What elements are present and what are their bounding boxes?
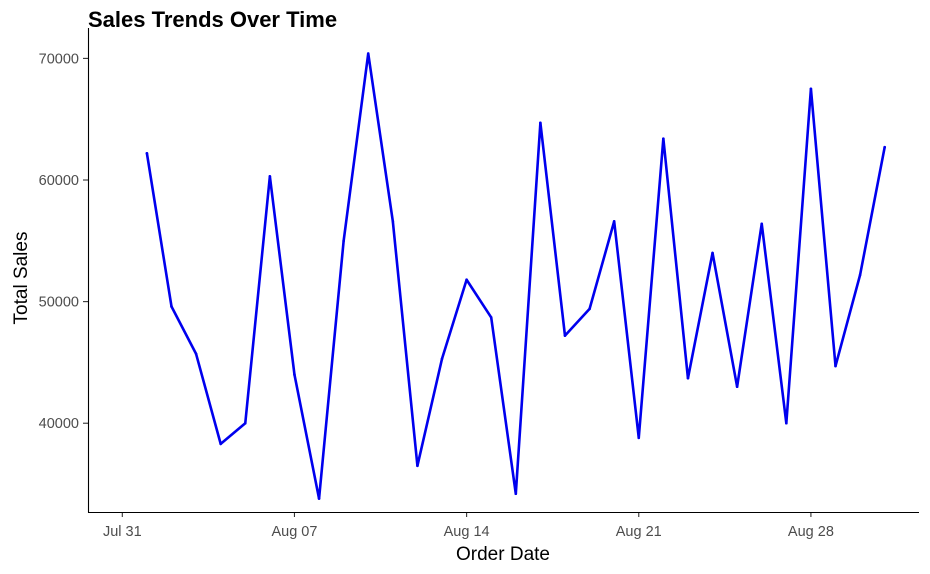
x-tick-label: Aug 14	[444, 524, 490, 540]
data-point	[416, 464, 419, 468]
data-point	[612, 220, 616, 223]
x-tick-label: Aug 07	[271, 524, 317, 540]
data-point	[366, 52, 370, 55]
data-point	[711, 251, 714, 255]
data-point	[883, 145, 886, 149]
data-point	[563, 334, 567, 337]
data-point	[809, 87, 813, 91]
y-axis-title: Total Sales	[11, 232, 32, 325]
data-point	[637, 436, 641, 440]
y-tick-label: 50000	[39, 295, 79, 311]
x-tick-label: Aug 21	[616, 524, 662, 540]
chart-title: Sales Trends Over Time	[88, 7, 337, 32]
y-tick-label: 40000	[39, 416, 79, 432]
data-point	[342, 239, 345, 243]
data-point	[170, 305, 173, 308]
x-axis-title: Order Date	[456, 544, 550, 565]
series-layer	[145, 52, 886, 500]
data-point	[489, 316, 493, 319]
data-point	[858, 273, 862, 277]
data-point	[834, 364, 837, 368]
data-point	[391, 220, 395, 223]
data-point	[514, 492, 518, 496]
x-tick-label: Jul 31	[103, 524, 142, 540]
series-line	[145, 52, 886, 500]
y-tick-label: 70000	[39, 51, 79, 67]
data-point	[268, 175, 272, 178]
data-point	[686, 376, 690, 380]
y-axis-ticks: 40000 50000 60000 70000	[39, 51, 88, 432]
data-point	[194, 352, 198, 356]
data-point	[465, 278, 468, 282]
data-point	[785, 421, 788, 425]
data-point	[243, 421, 247, 425]
data-point	[760, 222, 764, 226]
x-tick-label: Aug 28	[788, 524, 834, 540]
data-point	[662, 137, 665, 140]
data-point	[440, 357, 444, 361]
data-point	[145, 151, 149, 155]
data-point	[588, 307, 591, 311]
data-point	[219, 442, 222, 446]
data-point	[317, 497, 321, 500]
y-tick-label: 60000	[39, 173, 79, 189]
data-point	[735, 385, 739, 389]
x-axis-ticks: Jul 31 Aug 07 Aug 14 Aug 21 Aug 28	[103, 512, 834, 540]
data-point	[539, 121, 542, 125]
data-point	[293, 373, 296, 376]
